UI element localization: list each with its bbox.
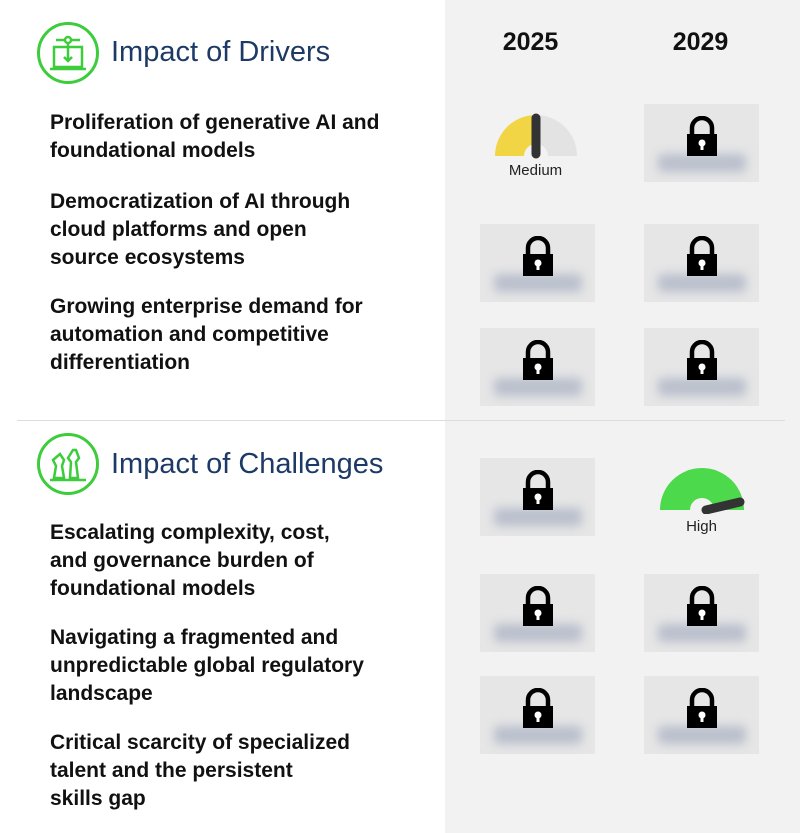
locked-rating-tile[interactable]: [480, 224, 595, 302]
locked-rating-tile[interactable]: [644, 574, 759, 652]
challenge-label: Navigating a fragmented and unpredictabl…: [50, 626, 364, 705]
locked-rating-tile[interactable]: [480, 328, 595, 406]
locked-rating-tile[interactable]: [480, 676, 595, 754]
driver-label: Democratization of AI through cloud plat…: [50, 190, 351, 269]
blurred-value: [658, 624, 746, 642]
blurred-value: [494, 726, 582, 744]
locked-rating-tile[interactable]: [480, 458, 595, 536]
challenges-title: Impact of Challenges: [111, 448, 384, 480]
year-header-2029: 2029: [672, 28, 729, 56]
ai-laptop-icon: [37, 22, 99, 84]
locked-rating-tile[interactable]: [644, 224, 759, 302]
impact-gauge-high: High: [644, 464, 759, 554]
driver-label: Proliferation of generative AI and found…: [50, 111, 380, 162]
blurred-value: [658, 378, 746, 396]
driver-label: Growing enterprise demand for automation…: [50, 295, 363, 374]
locked-rating-tile[interactable]: [480, 574, 595, 652]
year-header-2025: 2025: [502, 28, 559, 56]
blurred-value: [658, 726, 746, 744]
gauge-level-label: Medium: [508, 162, 563, 179]
chess-pieces-icon: [37, 433, 99, 495]
gauge-level-label: High: [686, 518, 717, 535]
challenge-label: Critical scarcity of specialized talent …: [50, 731, 350, 810]
blurred-value: [494, 378, 582, 396]
blurred-value: [658, 154, 746, 172]
challenge-label: Escalating complexity, cost, and governa…: [50, 521, 330, 600]
blurred-value: [658, 274, 746, 292]
locked-rating-tile[interactable]: [644, 104, 759, 182]
blurred-value: [494, 508, 582, 526]
drivers-title: Impact of Drivers: [111, 36, 331, 68]
blurred-value: [494, 274, 582, 292]
section-divider: [17, 420, 785, 421]
impact-gauge-medium: Medium: [478, 110, 593, 200]
locked-rating-tile[interactable]: [644, 676, 759, 754]
locked-rating-tile[interactable]: [644, 328, 759, 406]
blurred-value: [494, 624, 582, 642]
